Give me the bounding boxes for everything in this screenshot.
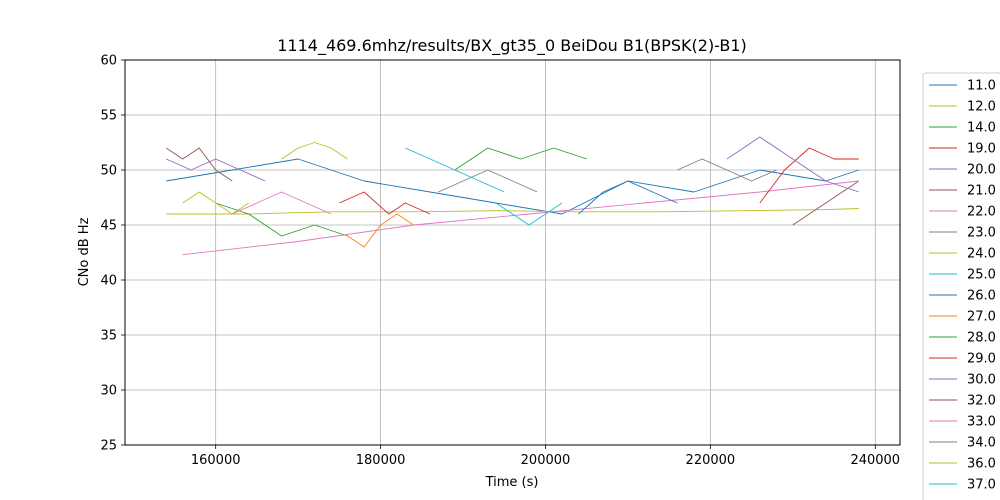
plot-area xyxy=(125,60,900,445)
series-line-22.0 xyxy=(182,180,859,256)
series-line-24.0 xyxy=(182,191,249,215)
legend-label: 36.0 xyxy=(967,457,996,472)
plot-frame xyxy=(124,59,901,446)
legend-label: 14.0 xyxy=(967,121,996,136)
legend-label: 12.0 xyxy=(967,100,996,115)
x-tick-label: 240000 xyxy=(850,453,900,468)
legend-label: 11.0 xyxy=(967,79,996,94)
legend-label: 33.0 xyxy=(967,415,996,430)
series-line-19.0 xyxy=(339,191,431,215)
series-line-12.0 xyxy=(166,208,859,215)
legend-label: 20.0 xyxy=(967,163,996,178)
legend-label: 22.0 xyxy=(967,205,996,220)
series-line-27.0 xyxy=(347,213,414,248)
series-line-23.0 xyxy=(438,169,538,193)
series-line-34.0 xyxy=(677,158,777,182)
series-line-32.0 xyxy=(165,147,233,182)
legend: 11.0 12.0 14.0 19.0 20.0 21.0 22.0 23.0 24.0 25.0… xyxy=(922,72,1000,500)
series-line-28.0 xyxy=(454,147,587,171)
legend-label: 25.0 xyxy=(967,268,996,283)
x-axis-ticks: 160000 180000 200000 220000 240000 xyxy=(191,445,900,468)
y-tick-label: 60 xyxy=(100,54,117,69)
legend-label: 27.0 xyxy=(967,310,996,325)
x-tick-label: 180000 xyxy=(356,453,406,468)
legend-label: 23.0 xyxy=(967,226,996,241)
y-tick-label: 50 xyxy=(100,164,117,179)
legend-label: 29.0 xyxy=(967,352,996,367)
legend-label: 32.0 xyxy=(967,394,996,409)
series-line-11.0 xyxy=(166,158,859,215)
x-tick-label: 220000 xyxy=(686,453,736,468)
x-axis-label: Time (s) xyxy=(485,475,539,490)
legend-label: 21.0 xyxy=(967,184,996,199)
y-tick-label: 30 xyxy=(100,384,117,399)
y-tick-label: 40 xyxy=(100,274,117,289)
y-tick-label: 45 xyxy=(100,219,117,234)
y-axis-ticks: 25 30 35 40 45 50 55 60 xyxy=(100,54,125,454)
legend-label: 34.0 xyxy=(967,436,996,451)
series-line-26.0 xyxy=(578,180,678,215)
legend-label: 37.0 xyxy=(967,478,996,493)
series-line-29.0 xyxy=(759,147,859,204)
series-line-20.0 xyxy=(166,158,266,182)
legend-label: 28.0 xyxy=(967,331,996,346)
legend-label: 30.0 xyxy=(967,373,996,388)
series-line-33.0 xyxy=(232,191,332,215)
series-line-30.0 xyxy=(726,136,859,193)
series-line-36.0 xyxy=(281,142,348,160)
chart-title: 1114_469.6mhz/results/BX_gt35_0 BeiDou B… xyxy=(277,36,747,56)
series-line-37.0 xyxy=(495,202,563,226)
y-tick-label: 35 xyxy=(100,329,117,344)
legend-label: 19.0 xyxy=(967,142,996,157)
y-tick-label: 55 xyxy=(100,109,117,124)
y-tick-label: 25 xyxy=(100,439,117,454)
legend-box xyxy=(922,72,1000,500)
x-tick-label: 200000 xyxy=(521,453,571,468)
series-lines xyxy=(165,136,860,256)
legend-label: 26.0 xyxy=(967,289,996,304)
x-tick-label: 160000 xyxy=(191,453,241,468)
legend-label: 24.0 xyxy=(967,247,996,262)
y-axis-label: CNo dB Hz xyxy=(77,217,92,286)
